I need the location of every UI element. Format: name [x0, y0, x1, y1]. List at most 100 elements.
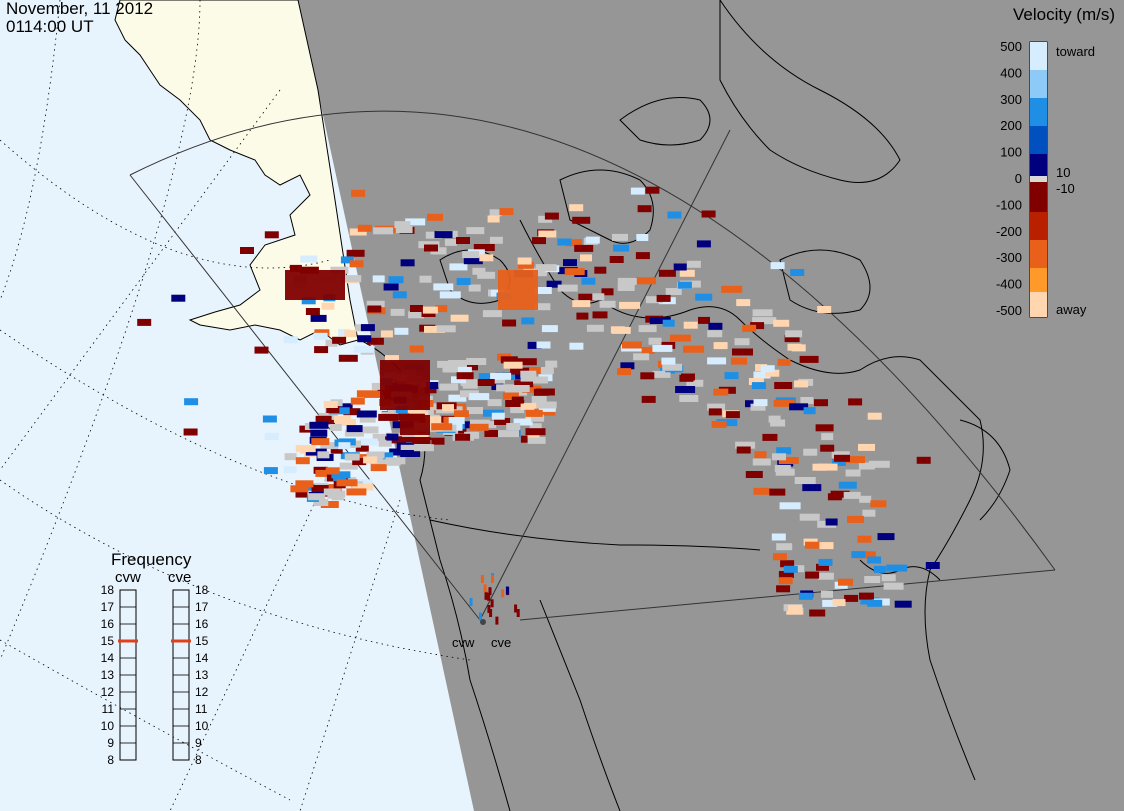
scatter-cell: [467, 407, 483, 414]
scatter-cell: [770, 262, 785, 270]
freq-radar-label-cve: cve: [168, 569, 192, 586]
scatter-cell: [525, 409, 543, 417]
scatter-cell: [609, 256, 624, 263]
scatter-cell: [894, 600, 912, 608]
scatter-cell: [637, 205, 652, 213]
scatter-cell: [489, 209, 502, 217]
scatter-cell: [338, 438, 356, 446]
scatter-cell: [502, 392, 519, 400]
scatter-cell: [724, 372, 739, 380]
near-range-cell: [491, 574, 494, 583]
scatter-cell: [300, 255, 318, 263]
velocity-colorbar: [1029, 41, 1048, 318]
scatter-cell: [496, 384, 515, 392]
scatter-cell: [510, 385, 530, 392]
near-range-cell: [487, 605, 491, 613]
colorbar-toward-mid-3: [1030, 126, 1047, 154]
scatter-cell: [510, 406, 525, 414]
scatter-cell: [594, 266, 607, 274]
scatter-cell: [846, 456, 865, 464]
scatter-cell: [352, 458, 367, 466]
scatter-cell: [859, 495, 872, 503]
scatter-cell: [799, 355, 819, 363]
scatter-cell: [805, 541, 819, 549]
toward-label: toward: [1056, 44, 1096, 59]
near-range-cell: [469, 598, 473, 606]
scatter-cell: [572, 300, 591, 308]
near-range-cell: [495, 616, 499, 625]
scatter-cell: [794, 380, 809, 388]
scatter-cell: [708, 408, 722, 416]
scatter-cell: [754, 451, 767, 459]
scatter-cell: [821, 433, 834, 441]
scatter-cell: [498, 430, 519, 438]
scatter-cell: [329, 424, 342, 431]
scatter-cell: [864, 576, 881, 583]
colorbar-toward-light: [1030, 42, 1047, 70]
scatter-cell: [753, 399, 768, 407]
scatter-cell: [784, 335, 800, 343]
frequency-scales: 18 17 16 15 14 13 12 11 10 9 8 18 17 16 15 14 13 12 11 10 9 8: [101, 583, 209, 767]
scatter-cell: [511, 396, 524, 404]
scatter-cell: [263, 467, 278, 475]
frequency-tick-label: 9: [195, 736, 202, 750]
scatter-cell: [394, 327, 409, 335]
scatter-cell: [295, 480, 314, 488]
scatter-cell: [283, 466, 297, 474]
scatter-cell: [405, 218, 426, 226]
scatter-cell: [359, 438, 378, 446]
scatter-cell: [736, 299, 751, 307]
scatter-cell: [544, 212, 559, 220]
scatter-cell: [578, 293, 595, 301]
scatter-cell: [817, 306, 832, 313]
scatter-cell: [827, 493, 842, 501]
scatter-cell: [580, 254, 592, 262]
scatter-cell: [341, 275, 362, 283]
colorbar-toward-mid-2: [1030, 98, 1047, 126]
colorbar-away-mid-3: [1030, 268, 1047, 292]
scatter-cell: [765, 369, 780, 377]
scatter-cluster: [498, 270, 538, 310]
scatter-cell: [794, 477, 816, 484]
scatter-cell: [535, 264, 557, 272]
scatter-cell: [592, 311, 608, 319]
scatter-cell: [433, 283, 454, 291]
scatter-cell: [254, 346, 269, 354]
scatter-cell: [484, 421, 497, 429]
scatter-cell: [610, 326, 625, 334]
scatter-cell: [305, 308, 320, 315]
scatter-cell: [648, 337, 662, 345]
scatter-cell: [419, 275, 432, 283]
scatter-cell: [707, 403, 726, 411]
frequency-tick-label: 16: [195, 617, 209, 631]
scatter-cell: [636, 234, 649, 241]
scatter-cell: [762, 433, 778, 441]
scatter-cell: [848, 398, 863, 406]
scatter-cell: [661, 357, 676, 365]
scatter-cell: [803, 407, 816, 415]
scatter-cell: [677, 281, 692, 289]
frequency-tick-label: 13: [101, 668, 115, 682]
scatter-cell: [360, 426, 379, 434]
scatter-cell: [673, 263, 687, 271]
scatter-cell: [325, 467, 340, 475]
scatter-cells: [137, 186, 940, 625]
scatter-cell: [466, 227, 485, 235]
scatter-cell: [843, 491, 861, 499]
scatter-cell: [380, 452, 394, 460]
scatter-cell: [745, 471, 763, 478]
cut-positive-label: 10: [1056, 165, 1071, 180]
scatter-cell: [816, 563, 829, 571]
scatter-cell: [500, 356, 518, 364]
scatter-cell: [456, 278, 471, 285]
radar-site-marker: [480, 619, 486, 625]
scatter-cell: [310, 429, 328, 437]
scatter-cell: [798, 592, 813, 600]
scatter-cell: [925, 562, 940, 569]
scatter-cell: [815, 424, 834, 432]
scatter-cell: [751, 382, 766, 390]
scatter-cell: [439, 291, 461, 299]
scatter-cell: [532, 237, 546, 245]
scatter-cell: [531, 414, 545, 422]
scatter-cell: [448, 394, 467, 402]
